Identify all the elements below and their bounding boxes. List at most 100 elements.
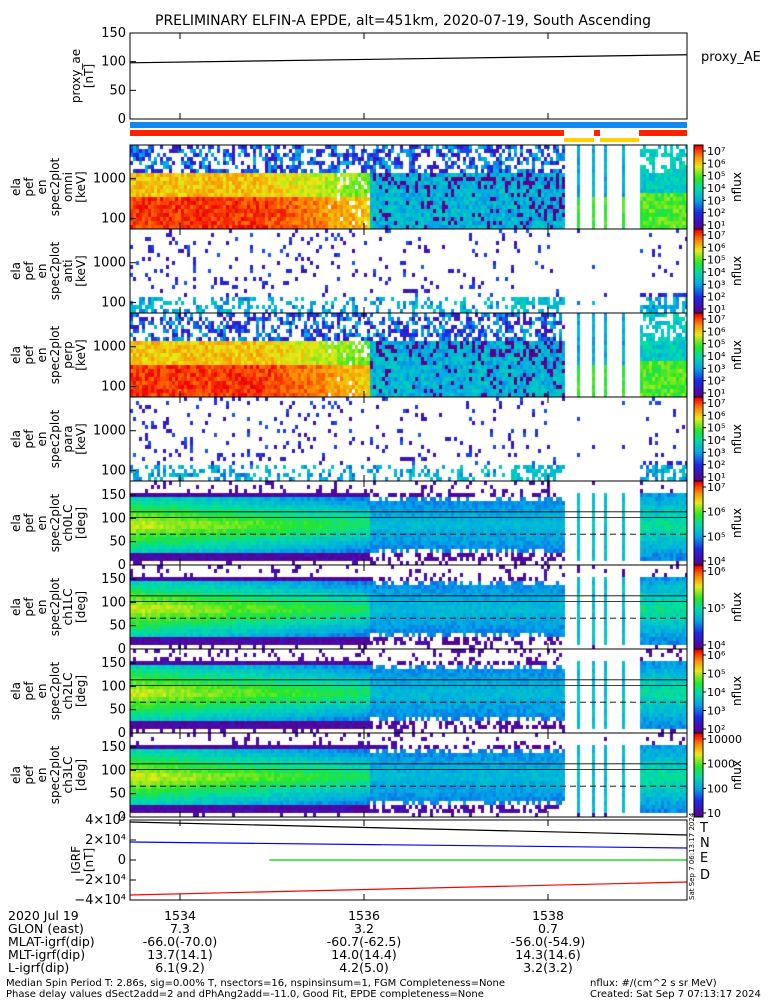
colorbar-swatch bbox=[694, 611, 703, 614]
ylabel-line: ela bbox=[9, 598, 23, 616]
colorbar-tick-label: 10⁶ bbox=[707, 409, 726, 422]
colorbar-label: nflux bbox=[730, 676, 744, 706]
colorbar-swatch bbox=[694, 678, 703, 681]
colorbar-swatch bbox=[694, 800, 703, 803]
ephemeris-row-1-value-1: 3.2 bbox=[354, 921, 374, 936]
colorbar-swatch bbox=[694, 168, 703, 171]
ytick-label: 100 bbox=[101, 511, 126, 526]
spectrogram-image-panel-1 bbox=[130, 145, 687, 229]
ytick-label: 150 bbox=[101, 572, 126, 587]
ytick-label: 50 bbox=[109, 787, 126, 802]
colorbar-tick-label: 10⁷ bbox=[707, 397, 725, 410]
colorbar-swatch bbox=[694, 298, 703, 301]
colorbar-swatch bbox=[694, 323, 703, 327]
colorbar-swatch bbox=[694, 182, 703, 186]
colorbar-swatch bbox=[694, 447, 703, 450]
colorbar-swatch bbox=[694, 195, 703, 198]
colorbar-tick-label: 10¹ bbox=[707, 303, 725, 316]
colorbar-swatch bbox=[694, 586, 703, 589]
colorbar-swatch bbox=[694, 743, 703, 747]
colorbar-swatch bbox=[694, 766, 703, 770]
colorbar-swatch bbox=[694, 336, 703, 339]
colorbar-swatch bbox=[694, 554, 703, 558]
colorbar-swatch bbox=[694, 770, 703, 774]
colorbar-swatch bbox=[694, 409, 703, 413]
colorbar-swatch bbox=[694, 777, 703, 780]
colorbar-swatch bbox=[694, 321, 703, 324]
colorbar-swatch bbox=[694, 216, 703, 219]
colorbar-swatch bbox=[694, 539, 703, 543]
colorbar-tick-label: 10⁴ bbox=[707, 434, 726, 447]
colorbar-swatch bbox=[694, 810, 703, 814]
ephemeris-row-3-value-1: 14.0(14.4) bbox=[331, 947, 396, 962]
colorbar-swatch bbox=[694, 735, 703, 738]
colorbar-swatch bbox=[694, 418, 703, 421]
colorbar-swatch bbox=[694, 302, 703, 306]
colorbar-swatch bbox=[694, 691, 703, 694]
colorbar-swatch bbox=[694, 644, 703, 648]
ylabel-line: [deg] bbox=[74, 759, 88, 791]
colorbar-swatch bbox=[694, 145, 703, 148]
colorbar-swatch bbox=[694, 793, 703, 797]
colorbar-swatch bbox=[694, 646, 703, 650]
colorbar-swatch bbox=[694, 159, 703, 163]
colorbar-swatch bbox=[694, 279, 703, 282]
ylabel-panel-6: ela pef en spec2plot ch1LC [deg] bbox=[9, 577, 88, 636]
colorbar-swatch bbox=[694, 208, 703, 211]
ytick-label: −4×10⁴ bbox=[74, 893, 126, 908]
colorbar-tick-label: 10³ bbox=[707, 705, 725, 718]
colorbar-swatch bbox=[694, 241, 703, 245]
legend-D: D bbox=[700, 868, 710, 883]
colorbar-swatch bbox=[694, 558, 703, 562]
ylabel-line: en bbox=[35, 432, 49, 447]
ylabel-line: pef bbox=[22, 177, 36, 197]
colorbar-swatch bbox=[694, 229, 703, 232]
colorbar-swatch bbox=[694, 434, 703, 438]
colorbar-tick-label: 10⁴ bbox=[707, 686, 726, 699]
colorbar-swatch bbox=[694, 548, 703, 551]
colorbar-swatch bbox=[694, 306, 703, 310]
colorbar-swatch bbox=[694, 751, 703, 755]
colorbar-swatch bbox=[694, 294, 703, 297]
colorbar-swatch bbox=[694, 663, 703, 667]
ylabel-line: ela bbox=[9, 262, 23, 280]
colorbar-swatch bbox=[694, 304, 703, 308]
colorbar-panel-5: 10⁷ 10⁶ 10⁵ 10⁴ nflux bbox=[693, 480, 744, 568]
legend-T: T bbox=[699, 821, 708, 836]
ephemeris-row-1-value-0: 7.3 bbox=[170, 921, 190, 936]
ylabel-line: [nT] bbox=[82, 64, 96, 88]
colorbar-swatch bbox=[694, 733, 703, 736]
colorbar-tick-label: 10⁷ bbox=[707, 145, 725, 158]
ytick-label: 50 bbox=[109, 619, 126, 634]
colorbar-swatch bbox=[694, 155, 703, 159]
colorbar-swatch bbox=[694, 581, 703, 585]
colorbar-tick-label: 10⁴ bbox=[707, 266, 726, 279]
ylabel-line: [keV] bbox=[74, 171, 88, 202]
colorbar-swatch bbox=[694, 796, 703, 799]
ylabel-panel-0: proxy_ae [nT] bbox=[69, 49, 96, 103]
side-timestamp: Sat Sep 7 06:13:17 2024 bbox=[688, 812, 696, 900]
colorbar-swatch bbox=[694, 361, 703, 364]
state-bar-blue bbox=[130, 122, 687, 128]
colorbar-swatch bbox=[694, 525, 703, 528]
ytick-label: 0 bbox=[118, 810, 126, 825]
ylabel-line: spec2plot bbox=[48, 409, 62, 468]
ylabel-panel-9: IGRF [nT] bbox=[69, 846, 96, 874]
colorbar-swatch bbox=[694, 600, 703, 604]
colorbar-swatch bbox=[694, 649, 703, 652]
colorbar-swatch bbox=[694, 592, 703, 595]
ytick-label: 150 bbox=[101, 656, 126, 671]
ylabel-line: en bbox=[35, 348, 49, 363]
ephemeris-row-3-label: MLT-igrf(dip) bbox=[8, 947, 85, 962]
colorbar-swatch bbox=[694, 266, 703, 270]
colorbar-swatch bbox=[694, 544, 703, 547]
ylabel-line: ela bbox=[9, 682, 23, 700]
colorbar-swatch bbox=[694, 741, 703, 744]
colorbar-swatch bbox=[694, 590, 703, 593]
panel-frame-8 bbox=[129, 732, 688, 818]
colorbar-swatch bbox=[694, 579, 703, 583]
colorbar-swatch bbox=[694, 239, 703, 243]
colorbar-swatch bbox=[694, 340, 703, 343]
colorbar-swatch bbox=[694, 785, 703, 789]
